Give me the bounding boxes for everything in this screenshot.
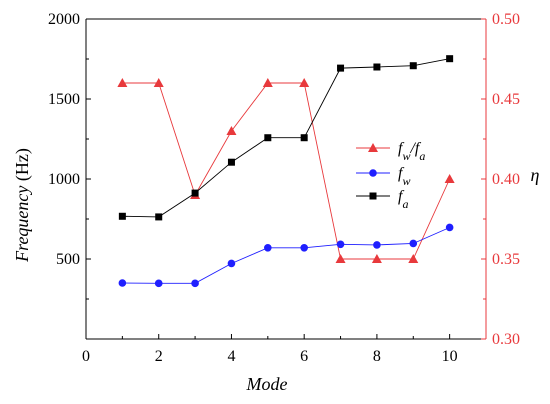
data-point — [335, 254, 346, 263]
data-point — [118, 279, 127, 287]
y2-tick-label: 0.45 — [492, 91, 520, 108]
data-point — [153, 78, 164, 87]
legend-item: fa — [356, 188, 408, 211]
data-point — [336, 240, 345, 249]
y2-axis-title: η — [531, 165, 540, 185]
legend-label: fa — [398, 188, 408, 211]
y-axis-title: Frequency (Hz) — [12, 148, 33, 263]
y2-tick-label: 0.35 — [492, 251, 520, 268]
x-tick-label: 6 — [300, 348, 308, 365]
data-point — [299, 78, 310, 87]
y-tick-label: 2000 — [48, 11, 80, 28]
data-point — [191, 189, 199, 197]
y-tick-label: 1000 — [48, 171, 80, 188]
data-point — [409, 239, 418, 248]
x-axis-title: Mode — [246, 374, 288, 394]
x-tick-label: 2 — [155, 348, 163, 365]
x-tick-label: 4 — [227, 348, 235, 365]
data-point — [191, 279, 199, 288]
legend-marker — [368, 143, 378, 152]
series-line — [122, 82, 451, 260]
data-point — [408, 254, 419, 263]
y-tick-label: 1500 — [48, 91, 80, 108]
legend-label: fw/fa — [398, 140, 425, 163]
series-f-w-f-a — [117, 78, 455, 263]
legend-marker — [369, 192, 377, 200]
legend-label: fw — [398, 165, 410, 188]
y-tick-label: 500 — [56, 251, 80, 268]
data-point — [337, 64, 345, 72]
series-f-w — [118, 223, 454, 288]
data-point — [371, 254, 382, 263]
series-layer — [117, 55, 455, 288]
legend-marker — [369, 169, 377, 177]
x-tick-label: 8 — [373, 348, 381, 365]
x-tick-label: 0 — [82, 348, 90, 365]
data-point — [373, 63, 381, 71]
data-point — [409, 62, 417, 70]
data-point — [117, 78, 128, 87]
series-line — [122, 58, 450, 218]
data-point — [300, 134, 308, 142]
legend-item: fw/fa — [356, 140, 425, 163]
y2-tick-label: 0.40 — [492, 171, 520, 188]
y2-tick-label: 0.50 — [492, 11, 520, 28]
data-point — [155, 213, 163, 221]
y-axis-title-main: Frequency — [12, 186, 32, 263]
x-tick-label: 10 — [442, 348, 458, 365]
y-axis-title-unit: (Hz) — [12, 148, 33, 185]
legend-item: fw — [356, 165, 410, 188]
series-f-a — [118, 55, 454, 221]
data-point — [444, 174, 455, 183]
axes-layer: 0 2 4 6 8 10 500 1000 1500 2000 0.30 0.35 0.40 0.45 0.… — [48, 11, 520, 365]
data-point — [227, 259, 236, 268]
data-point — [226, 126, 237, 135]
data-point — [446, 55, 454, 63]
data-point — [118, 212, 126, 220]
y2-tick-label: 0.30 — [492, 331, 520, 348]
data-point — [227, 158, 235, 166]
data-point — [262, 78, 273, 87]
data-point — [154, 279, 163, 288]
data-point — [264, 134, 272, 142]
data-point — [445, 223, 454, 232]
data-point — [300, 244, 308, 252]
data-point — [264, 244, 272, 252]
series-line — [122, 227, 450, 284]
data-point — [373, 241, 381, 249]
